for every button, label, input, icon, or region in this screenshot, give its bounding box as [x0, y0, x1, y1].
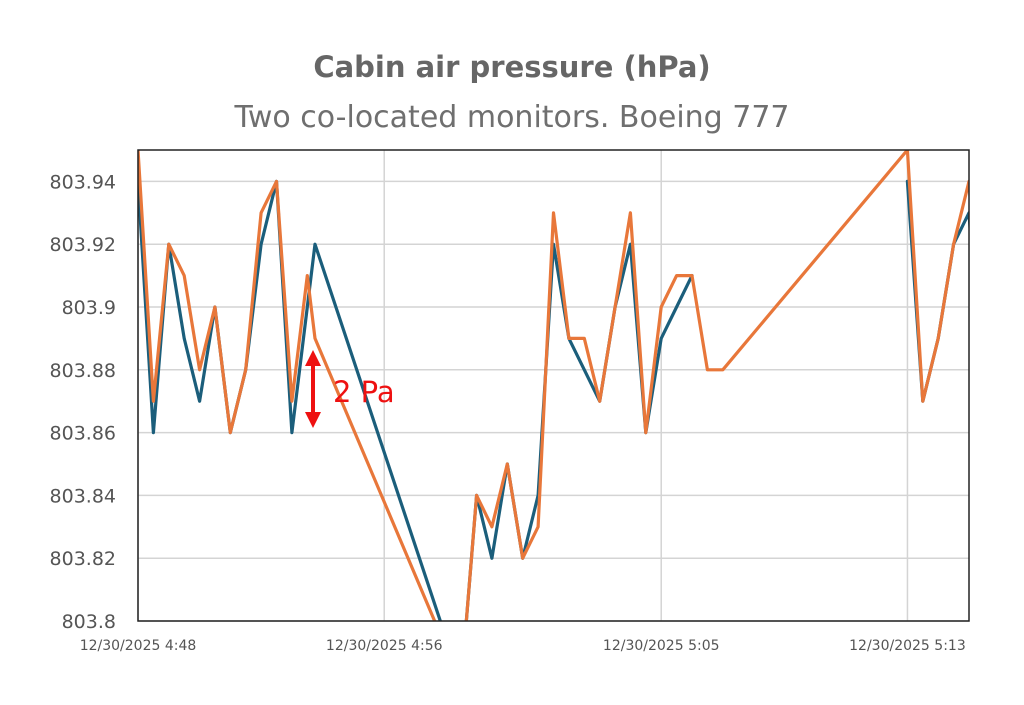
- annotation-arrow-head-up: [305, 350, 321, 366]
- chart-subtitle: Two co-located monitors. Boeing 777: [234, 100, 790, 135]
- chart-title: Cabin air pressure (hPa): [313, 50, 711, 84]
- annotation-arrow-head-down: [305, 412, 321, 428]
- series-line-2: [138, 150, 969, 621]
- x-tick-labels: 12/30/2025 4:48 12/30/2025 4:56 12/30/2025…: [80, 638, 966, 654]
- x-tick-label: 12/30/2025 5:05: [603, 638, 720, 654]
- y-tick-label: 803.9: [62, 297, 116, 319]
- y-tick-label: 803.88: [50, 360, 116, 382]
- y-tick-label: 803.84: [50, 485, 116, 507]
- y-tick-labels: 803.8 803.82 803.84 803.86 803.88 803.9 803.92…: [50, 171, 116, 633]
- y-tick-label: 803.8: [62, 611, 116, 633]
- x-tick-label: 12/30/2025 4:48: [80, 638, 197, 654]
- plot-border: [137, 149, 970, 622]
- annotation-label: 2 Pa: [333, 375, 395, 409]
- y-tick-label: 803.94: [50, 171, 116, 193]
- y-tick-label: 803.82: [50, 548, 116, 570]
- y-tick-label: 803.92: [50, 234, 116, 256]
- series-lines: [138, 150, 969, 621]
- x-tick-label: 12/30/2025 5:13: [849, 638, 966, 654]
- x-tick-label: 12/30/2025 4:56: [326, 638, 443, 654]
- annotation: 2 Pa: [305, 350, 395, 428]
- y-tick-label: 803.86: [50, 423, 116, 445]
